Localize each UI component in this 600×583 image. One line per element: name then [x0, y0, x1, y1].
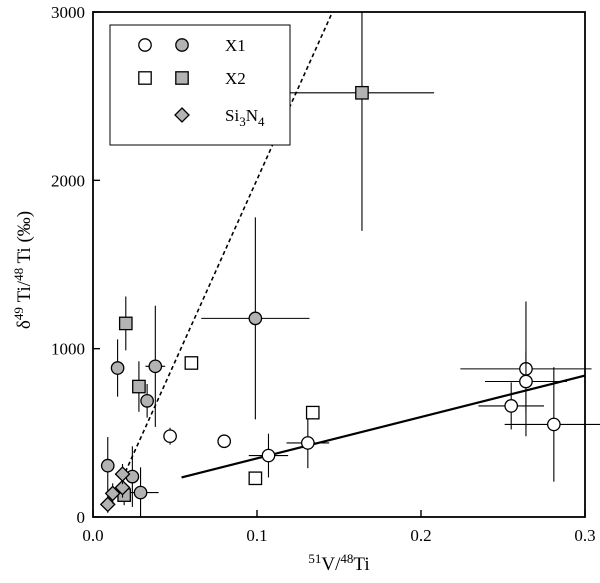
dashed-trend-line [121, 11, 334, 479]
legend-entry: Si3N4 [174, 106, 265, 129]
data-point [305, 405, 320, 420]
x-tick-label: 0.0 [82, 526, 103, 545]
square-filled-marker [355, 85, 369, 100]
circle-filled-marker [133, 485, 148, 500]
axis-ticks: 0.0 0.1 0.2 0.3 0 1000 2000 3000 [51, 3, 596, 545]
data-point [201, 217, 310, 420]
data-point [114, 463, 131, 485]
data-point [286, 417, 330, 469]
legend-entry: X1 [138, 36, 246, 55]
data-point [104, 483, 121, 504]
legend-entry: X2 [138, 69, 246, 88]
fit-lines [121, 11, 586, 479]
circle-open-marker [519, 374, 533, 389]
legend-label: X1 [225, 36, 246, 55]
data-point [478, 382, 544, 430]
data-point [140, 384, 154, 418]
square-open-marker [305, 405, 320, 420]
y-tick-label: 3000 [51, 3, 85, 22]
legend-label: Si3N4 [225, 106, 265, 129]
circle-open-marker [546, 417, 561, 432]
legend-diamond-filled-marker [174, 107, 190, 123]
square-filled-marker [118, 316, 133, 331]
x-axis-title: 51V/48Ti [308, 551, 369, 575]
legend-circle-filled-marker [175, 38, 189, 52]
circle-filled-marker [248, 311, 263, 326]
data-point [504, 367, 600, 482]
circle-filled-marker [148, 359, 163, 374]
data-point [217, 434, 232, 449]
data-point [163, 427, 177, 445]
data-point [122, 467, 159, 517]
legend: X1 X2 Si3N4 [109, 24, 291, 146]
square-filled-marker [132, 379, 146, 394]
circle-open-marker [261, 448, 276, 463]
y-tick-label: 2000 [51, 171, 85, 190]
diamond-filled-marker [114, 479, 131, 496]
legend-square-open-marker [138, 71, 152, 85]
solid-fit-line [181, 374, 586, 479]
x-tick-label: 0.2 [410, 526, 431, 545]
data-point [110, 339, 125, 397]
plot-frame [92, 11, 586, 518]
x-tick-label: 0.1 [246, 526, 267, 545]
circle-filled-marker [140, 393, 154, 408]
square-open-marker [184, 356, 199, 370]
data-point [100, 437, 115, 495]
y-tick-label: 0 [77, 508, 86, 527]
circle-filled-marker [110, 361, 125, 375]
y-axis-title: δ49 Ti/48 Ti (‰) [11, 211, 35, 329]
data-points [99, 12, 600, 517]
data-point [248, 471, 263, 486]
circle-open-marker [300, 436, 315, 450]
y-tick-label: 1000 [51, 340, 85, 359]
data-point [132, 361, 146, 412]
data-point [484, 351, 567, 412]
data-point [145, 305, 166, 427]
diamond-filled-marker [104, 485, 121, 502]
data-point [289, 12, 435, 231]
circle-filled-marker [100, 458, 115, 473]
legend-circle-open-marker [138, 38, 152, 52]
legend-label: X2 [225, 69, 246, 88]
data-point [118, 296, 133, 351]
square-open-marker [248, 471, 263, 486]
legend-square-filled-marker [175, 71, 189, 85]
data-point [99, 495, 116, 513]
circle-open-marker [163, 429, 177, 444]
x-tick-label: 0.3 [574, 526, 595, 545]
data-point [184, 356, 199, 370]
diamond-filled-marker [114, 466, 131, 482]
circle-open-marker [217, 434, 232, 449]
circle-open-marker [504, 399, 519, 413]
data-point [248, 433, 289, 478]
